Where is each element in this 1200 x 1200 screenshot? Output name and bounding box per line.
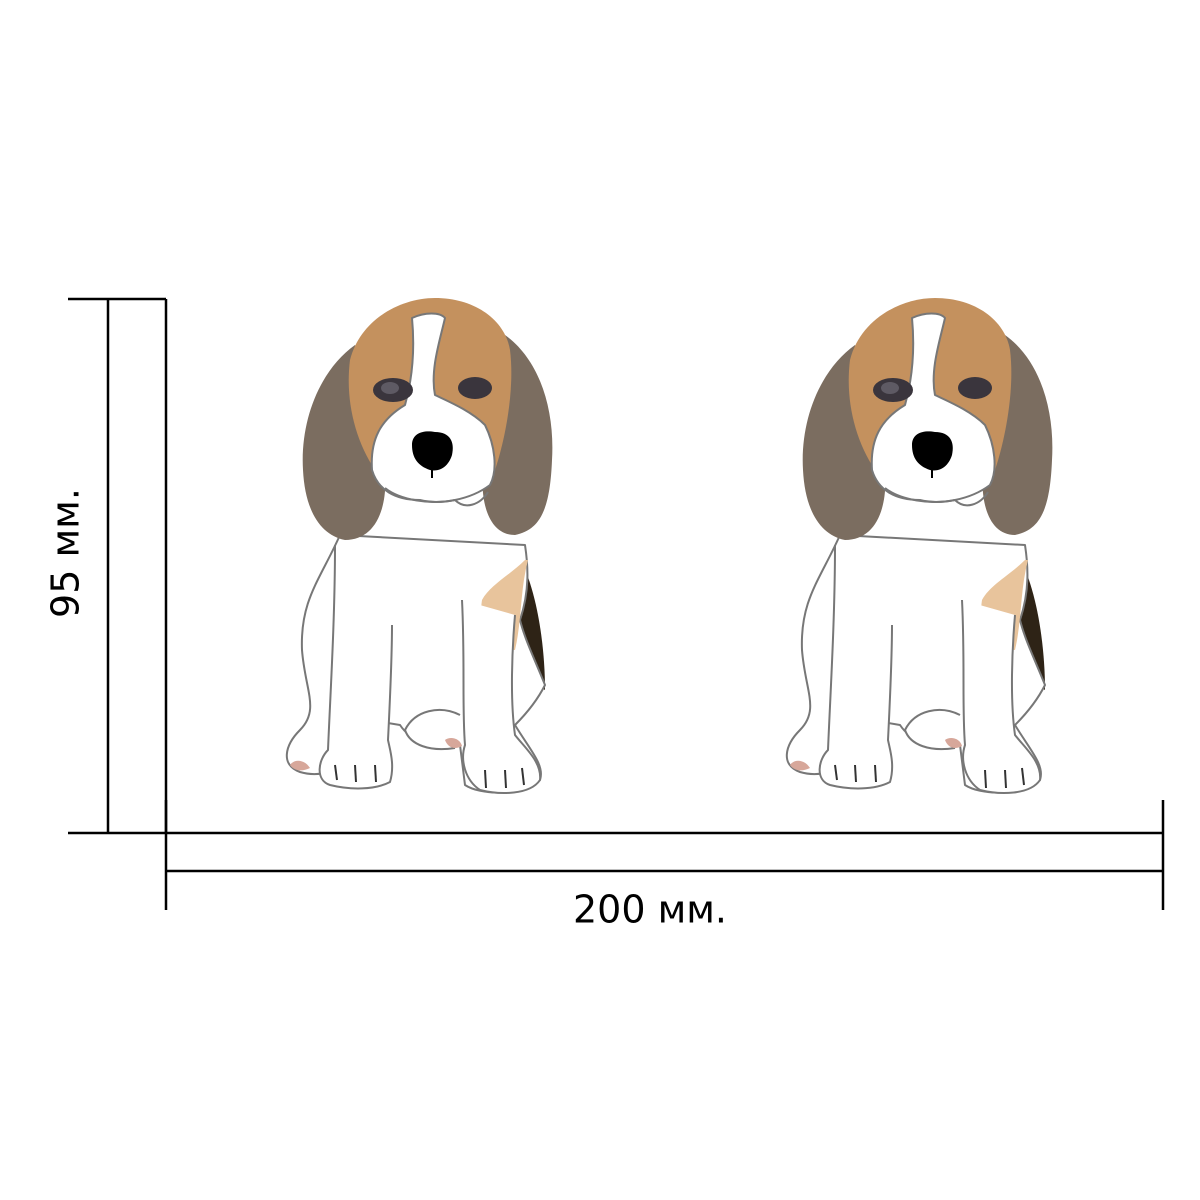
width-label: 200 мм.: [573, 888, 727, 932]
height-label: 95 мм.: [44, 488, 88, 618]
width-dimension: [164, 800, 1165, 910]
height-dimension: [68, 297, 168, 835]
